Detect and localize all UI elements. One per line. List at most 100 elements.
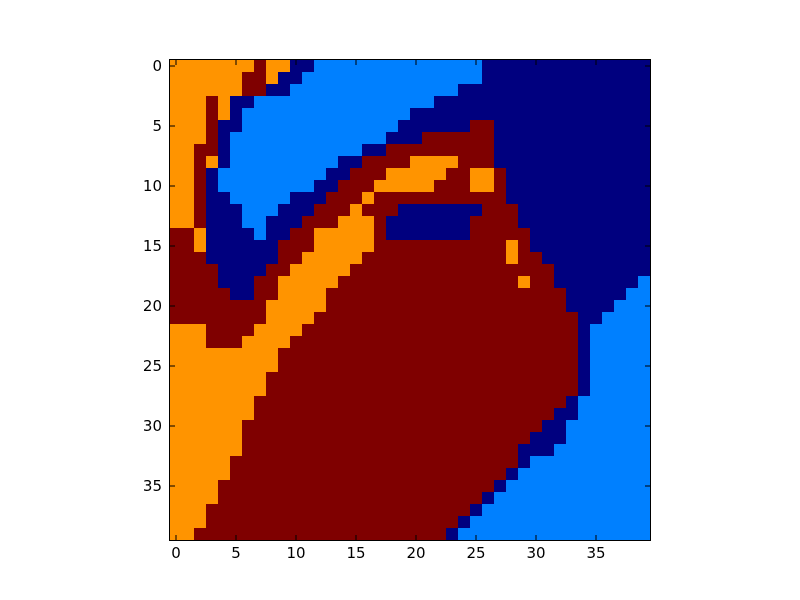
heatmap-cell <box>266 396 279 409</box>
heatmap-cell <box>542 312 555 325</box>
x-tick-label: 30 <box>526 544 545 562</box>
heatmap-cell <box>434 372 447 385</box>
heatmap-cell <box>590 492 603 505</box>
heatmap-cell <box>170 432 183 445</box>
heatmap-cell <box>314 420 327 433</box>
heatmap-cell <box>230 360 243 373</box>
heatmap-cell <box>302 264 315 277</box>
heatmap-cell <box>506 312 519 325</box>
heatmap-cell <box>602 312 615 325</box>
heatmap-cell <box>350 144 363 157</box>
heatmap-cell <box>626 396 639 409</box>
heatmap-cell <box>242 348 255 361</box>
heatmap-cell <box>230 468 243 481</box>
heatmap-cell <box>470 96 483 109</box>
heatmap-cell <box>302 72 315 85</box>
heatmap-cell <box>578 96 591 109</box>
heatmap-cell <box>230 204 243 217</box>
heatmap-cell <box>494 84 507 97</box>
heatmap-cell <box>518 372 531 385</box>
heatmap-cell <box>638 516 651 529</box>
heatmap-cell <box>290 288 303 301</box>
heatmap-cell <box>494 60 507 73</box>
heatmap-cell <box>494 276 507 289</box>
heatmap-cell <box>242 420 255 433</box>
heatmap-cell <box>194 252 207 265</box>
heatmap-cell <box>242 324 255 337</box>
heatmap-cell <box>482 120 495 133</box>
heatmap-cell <box>518 288 531 301</box>
heatmap-cell <box>242 492 255 505</box>
heatmap-cell <box>206 444 219 457</box>
heatmap-cell <box>470 180 483 193</box>
heatmap-cell <box>242 444 255 457</box>
heatmap-cell <box>590 480 603 493</box>
heatmap-cell <box>350 84 363 97</box>
heatmap-cell <box>530 528 543 541</box>
heatmap-cell <box>458 348 471 361</box>
heatmap-cell <box>278 192 291 205</box>
heatmap-cell <box>386 408 399 421</box>
heatmap-cell <box>266 468 279 481</box>
heatmap-cell <box>374 408 387 421</box>
heatmap-cell <box>470 108 483 121</box>
heatmap-cell <box>506 192 519 205</box>
heatmap-cell <box>482 360 495 373</box>
heatmap-cell <box>242 480 255 493</box>
heatmap-cell <box>254 492 267 505</box>
heatmap-cell <box>578 456 591 469</box>
heatmap-cell <box>290 108 303 121</box>
y-tick-label: 25 <box>143 357 162 375</box>
heatmap-cell <box>374 84 387 97</box>
heatmap-cell <box>290 372 303 385</box>
heatmap-cell <box>206 108 219 121</box>
heatmap-cell <box>338 228 351 241</box>
heatmap-cell <box>434 276 447 289</box>
heatmap-cell <box>518 528 531 541</box>
heatmap-cell <box>362 384 375 397</box>
heatmap-cell <box>554 504 567 517</box>
heatmap-cell <box>542 372 555 385</box>
heatmap-cell <box>446 420 459 433</box>
heatmap-cell <box>206 504 219 517</box>
heatmap-cell <box>230 168 243 181</box>
heatmap-cell <box>326 132 339 145</box>
heatmap-cell <box>446 456 459 469</box>
heatmap-cell <box>482 84 495 97</box>
heatmap-cell <box>386 264 399 277</box>
heatmap-cell <box>326 192 339 205</box>
heatmap-cell <box>314 528 327 541</box>
heatmap-cell <box>470 120 483 133</box>
heatmap-cell <box>290 132 303 145</box>
heatmap-cell <box>230 372 243 385</box>
heatmap-cell <box>398 120 411 133</box>
heatmap-cell <box>266 456 279 469</box>
heatmap-cell <box>422 156 435 169</box>
heatmap-cell <box>470 300 483 313</box>
heatmap-cell <box>422 276 435 289</box>
heatmap-cell <box>482 432 495 445</box>
heatmap-cell <box>326 516 339 529</box>
heatmap-cell <box>530 216 543 229</box>
heatmap-cell <box>566 516 579 529</box>
heatmap-cell <box>482 132 495 145</box>
heatmap-cell <box>182 120 195 133</box>
heatmap-cell <box>242 408 255 421</box>
heatmap-cell <box>194 492 207 505</box>
heatmap-cell <box>446 204 459 217</box>
heatmap-cell <box>602 252 615 265</box>
heatmap-cell <box>242 300 255 313</box>
heatmap-cell <box>254 372 267 385</box>
heatmap-cell <box>290 204 303 217</box>
heatmap-cell <box>398 96 411 109</box>
heatmap-cell <box>566 372 579 385</box>
heatmap-cell <box>446 288 459 301</box>
heatmap-cell <box>494 204 507 217</box>
heatmap-cell <box>590 168 603 181</box>
heatmap-cell <box>182 408 195 421</box>
heatmap-cell <box>470 156 483 169</box>
heatmap-cell <box>446 108 459 121</box>
heatmap-cell <box>374 204 387 217</box>
heatmap-cell <box>566 468 579 481</box>
heatmap-cell <box>302 468 315 481</box>
